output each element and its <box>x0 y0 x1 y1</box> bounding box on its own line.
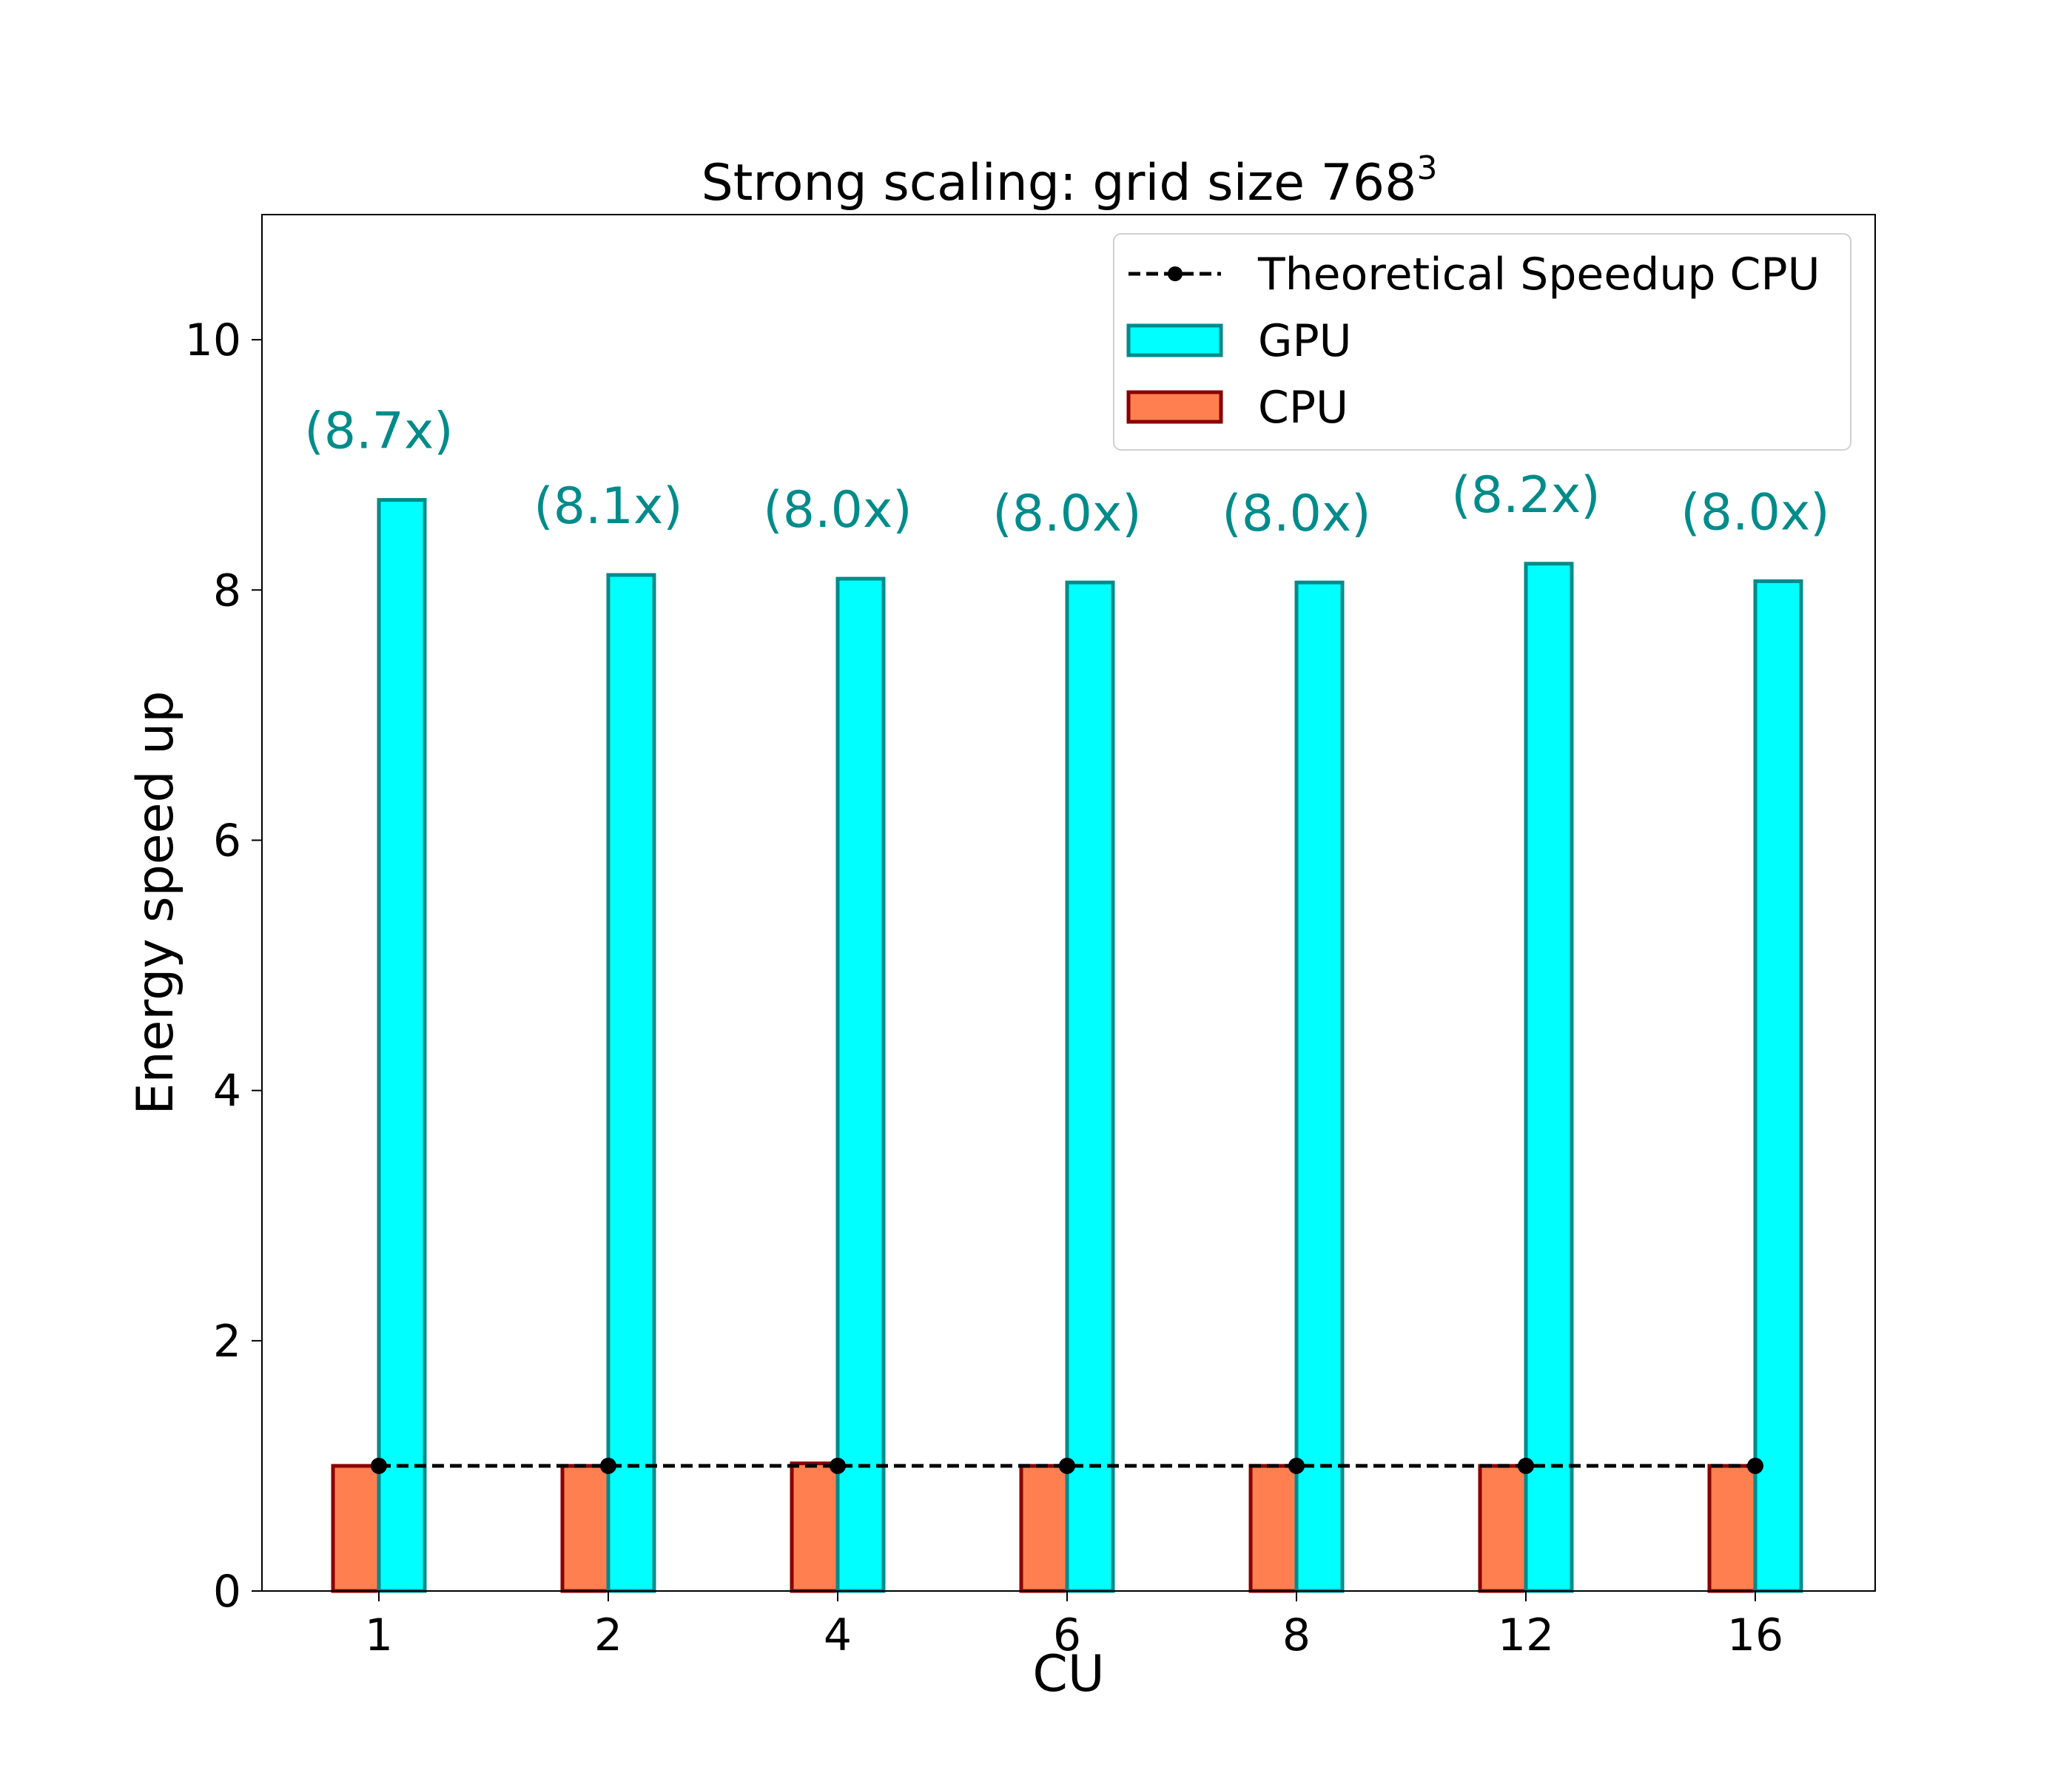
theoretical-line-layer <box>371 1457 1763 1474</box>
x-tick-label-1: 1 <box>365 1610 393 1661</box>
gpu-bar-1 <box>377 498 427 1593</box>
cpu-bar-1 <box>331 1464 381 1593</box>
x-tick-label-16: 16 <box>1727 1610 1783 1661</box>
gpu-bar-6 <box>1065 580 1115 1593</box>
theoretical-marker-12 <box>1518 1457 1534 1474</box>
y-axis-label: Energy speed up <box>127 691 185 1115</box>
x-tick-label-12: 12 <box>1498 1610 1554 1661</box>
theoretical-marker-1 <box>371 1457 387 1474</box>
legend-cpu-swatch <box>1126 390 1223 424</box>
cpu-bar-16 <box>1707 1464 1758 1593</box>
cpu-bar-8 <box>1248 1464 1299 1593</box>
y-tick-label-10: 10 <box>185 314 241 366</box>
theoretical-marker-4 <box>830 1457 846 1474</box>
theoretical-marker-8 <box>1288 1457 1305 1474</box>
chart-title-superscript: 3 <box>1416 149 1437 187</box>
theoretical-marker-6 <box>1059 1457 1075 1474</box>
gpu-annotation-12: (8.2x) <box>1451 466 1600 525</box>
cpu-bar-12 <box>1478 1464 1528 1593</box>
y-axis: 0 2 4 6 8 10 <box>185 314 262 1618</box>
x-tick-label-4: 4 <box>824 1610 852 1661</box>
cpu-bar-2 <box>560 1464 610 1593</box>
x-tick-label-2: 2 <box>594 1610 622 1661</box>
bars-layer <box>331 498 1803 1593</box>
legend-line-marker <box>1168 266 1183 281</box>
legend-label-gpu: GPU <box>1258 315 1352 367</box>
theoretical-marker-16 <box>1747 1457 1763 1474</box>
cpu-bar-6 <box>1019 1464 1069 1593</box>
gpu-bar-16 <box>1753 579 1803 1593</box>
chart-title-text: Strong scaling: grid size 768 <box>702 154 1417 212</box>
gpu-bar-8 <box>1294 580 1345 1593</box>
y-tick-label-6: 6 <box>213 815 241 867</box>
gpu-bar-4 <box>835 576 886 1593</box>
legend-label-theoretical: Theoretical Speedup CPU <box>1257 249 1820 300</box>
x-tick-label-6: 6 <box>1053 1610 1081 1661</box>
gpu-annotation-8: (8.0x) <box>1222 485 1370 543</box>
gpu-bar-12 <box>1524 562 1574 1593</box>
chart-title: Strong scaling: grid size 7683 <box>702 149 1438 212</box>
legend-gpu-swatch <box>1126 323 1223 357</box>
gpu-annotation-6: (8.0x) <box>992 485 1141 543</box>
y-tick-label-0: 0 <box>213 1566 241 1618</box>
theoretical-marker-2 <box>600 1457 616 1474</box>
gpu-bar-2 <box>606 573 656 1593</box>
gpu-annotation-1: (8.7x) <box>304 403 453 461</box>
bar-annotations: (8.7x) (8.1x) (8.0x) (8.0x) (8.0x) (8.2x) (8.0… <box>304 403 1829 544</box>
cpu-bar-4 <box>790 1462 840 1593</box>
gpu-annotation-16: (8.0x) <box>1681 483 1829 542</box>
y-tick-label-8: 8 <box>213 565 241 616</box>
gpu-annotation-2: (8.1x) <box>534 477 682 536</box>
legend-frame <box>1113 233 1851 451</box>
y-tick-label-2: 2 <box>213 1316 241 1368</box>
x-tick-label-8: 8 <box>1282 1610 1311 1661</box>
legend: Theoretical Speedup CPU GPU CPU <box>1113 233 1851 451</box>
x-axis: 1 2 4 6 8 12 16 <box>365 1591 1783 1661</box>
y-tick-label-4: 4 <box>213 1066 241 1117</box>
gpu-annotation-4: (8.0x) <box>763 481 912 539</box>
x-axis-label: CU <box>1032 1645 1104 1703</box>
plot-area-frame <box>261 214 1876 1592</box>
legend-label-cpu: CPU <box>1258 382 1348 434</box>
